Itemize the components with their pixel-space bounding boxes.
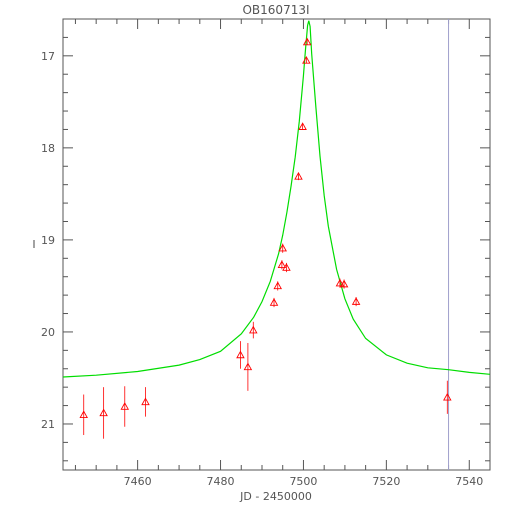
data-point (236, 350, 245, 359)
data-point (302, 37, 312, 46)
data-point (282, 263, 291, 271)
data-point (294, 171, 303, 180)
chart-title: OB160713I (242, 3, 309, 17)
data-point (278, 243, 287, 252)
model-curve-layer (62, 19, 491, 470)
axis-ticks: 7460 7480 7500 7520 7540 17 18 19 20 21 (41, 18, 491, 488)
observation-points-layer (79, 37, 452, 439)
data-point (351, 297, 361, 305)
model-curve (62, 20, 491, 378)
data-point (302, 55, 311, 64)
data-point (99, 408, 108, 417)
data-point (269, 298, 279, 306)
x-axis-label: JD - 2450000 (239, 490, 312, 503)
y-tick-label: 19 (41, 234, 55, 247)
x-tick-label: 7540 (455, 475, 483, 488)
data-point (335, 278, 345, 287)
plot-frame (62, 18, 491, 471)
x-tick-label: 7460 (124, 475, 152, 488)
data-point (79, 410, 88, 419)
data-point (243, 362, 253, 371)
data-point (120, 402, 130, 410)
y-tick-label: 17 (41, 50, 55, 63)
y-tick-label: 21 (41, 418, 55, 431)
x-tick-label: 7480 (207, 475, 235, 488)
data-point (298, 122, 307, 130)
data-point (249, 325, 258, 334)
data-point (141, 397, 150, 406)
x-tick-label: 7500 (289, 475, 317, 488)
y-tick-label: 18 (41, 142, 55, 155)
y-tick-label: 20 (41, 326, 55, 339)
data-point (277, 260, 287, 268)
data-point (339, 279, 349, 288)
data-point (443, 392, 452, 401)
data-point (273, 281, 283, 290)
y-axis-label: I (32, 238, 35, 251)
x-tick-label: 7520 (372, 475, 400, 488)
